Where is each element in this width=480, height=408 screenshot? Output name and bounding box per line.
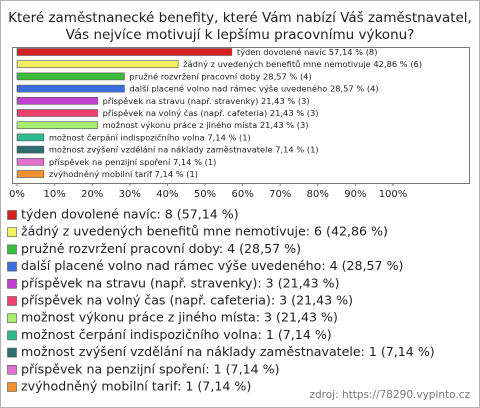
x-tick-label: 70% [269,189,291,200]
bar-label: další placené volno nad rámec výše uvede… [129,83,378,93]
x-tick-label: 30% [119,189,141,200]
legend-label: zvýhodněný mobilní tarif: 1 (7,14 %) [21,379,251,394]
bar [16,48,233,56]
x-tick-label: 80% [307,189,329,200]
legend-label: žádný z uvedených benefitů mne nemotivuj… [21,224,388,239]
x-tick-label: 10% [43,189,65,200]
bar [16,158,45,166]
x-tick-label: 40% [156,189,178,200]
value-label: 21,43 % (3) [261,95,310,105]
bar-label: týden dovolené navíc 57,14 % (8) [237,47,378,57]
bar [16,97,98,105]
legend-label: příspěvek na penzijní spoření: 1 (7,14 %… [21,361,279,376]
category-label: zvýhodněný mobilní tarif [49,169,153,179]
category-label: pružné rozvržení pracovní doby [129,71,260,81]
legend-label: pružné rozvržení pracovní doby: 4 (28,57… [21,241,301,256]
value-label: 28,57 % (4) [330,83,379,93]
legend-label: týden dovolené navíc: 8 (57,14 %) [21,207,239,222]
bar-label: možnost výkonu práce z jiného místa 21,4… [103,120,309,130]
x-tick-label: 90% [344,189,366,200]
legend-label: možnost výkonu práce z jiného místa: 3 (… [21,310,338,325]
value-label: 7,14 % (1) [155,169,198,179]
legend-label: příspěvek na volný čas (např. cafeteria)… [21,293,353,308]
category-label: příspěvek na stravu (např. stravenky) [103,95,259,105]
bar-label: příspěvek na stravu (např. stravenky) 21… [103,95,310,105]
value-label: 21,43 % (3) [270,108,319,118]
legend-swatch [7,364,17,375]
legend-swatch [7,261,17,272]
x-tick-label: 100% [379,189,408,200]
legend-swatch [7,313,17,324]
bar [16,72,125,81]
legend-label: možnost čerpání indispozičního volna: 1 … [21,327,332,342]
category-label: příspěvek na volný čas (např. cafeteria) [103,108,268,118]
bar-label: pružné rozvržení pracovní doby 28,57 % (… [129,71,311,81]
bar [16,170,45,178]
bar-label: zvýhodněný mobilní tarif 7,14 % (1) [49,169,198,179]
category-label: příspěvek na penzijní spoření [49,156,171,166]
value-label: 42,86 % (6) [373,59,422,69]
legend-label: možnost zvýšení vzdělání na náklady zamě… [21,344,435,359]
legend-swatch [7,227,17,237]
bar-label: příspěvek na penzijní spoření 7,14 % (1) [49,156,217,166]
bar [16,133,45,142]
x-tick-label: 50% [194,189,216,200]
bar-label: žádný z uvedených benefitů mne nemotivuj… [183,59,422,69]
bar-label: možnost zvýšení vzdělání na náklady zamě… [49,144,319,154]
legend-swatch [7,382,17,392]
legend-swatch [7,278,17,289]
value-label: 7,14 % (1) [207,132,250,142]
bar [16,145,45,154]
x-tick-label: 20% [81,189,103,200]
bar [16,109,98,117]
legend-swatch [7,244,17,255]
category-label: možnost čerpání indispozičního volna [49,132,205,142]
bar [16,84,125,93]
value-label: 28,57 % (4) [263,71,312,81]
bar-label: příspěvek na volný čas (např. cafeteria)… [103,108,319,118]
legend-swatch [7,296,17,306]
x-tick-label: 0% [9,189,25,200]
category-label: možnost zvýšení vzdělání na náklady zamě… [49,144,273,154]
legend-label: další placené volno nad rámec výše uvede… [21,258,403,273]
source: zdroj: https://78290.vyplnto.cz [310,389,471,401]
legend-swatch [7,347,17,358]
chart-title: Vás nejvíce motivují k lepšímu pracovním… [66,27,415,43]
value-label: 57,14 % (8) [329,47,378,57]
chart-title: Které zaměstnanecké benefity, které Vám … [8,10,472,26]
bar-label: možnost čerpání indispozičního volna 7,1… [49,132,251,142]
legend-swatch [7,210,17,220]
legend-label: příspěvek na stravu (např. stravenky): 3… [21,275,340,290]
bar [16,121,98,129]
value-label: 7,14 % (1) [173,156,216,166]
category-label: možnost výkonu práce z jiného místa [103,120,258,130]
bar [16,60,179,69]
value-label: 7,14 % (1) [275,144,318,154]
category-label: týden dovolené navíc [237,47,327,57]
category-label: další placené volno nad rámec výše uvede… [129,83,327,93]
value-label: 21,43 % (3) [260,120,309,130]
legend-swatch [7,330,17,341]
x-tick-label: 60% [231,189,253,200]
category-label: žádný z uvedených benefitů mne nemotivuj… [183,59,371,69]
